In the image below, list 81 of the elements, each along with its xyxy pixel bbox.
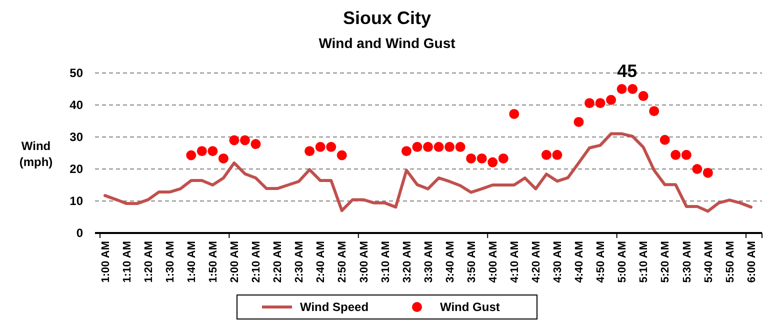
x-tick-label: 1:20 AM <box>142 241 155 283</box>
point <box>326 142 336 152</box>
x-tick-label: 4:10 AM <box>508 241 521 283</box>
x-tick-label: 3:20 AM <box>401 241 414 283</box>
y-tick-label: 20 <box>70 162 84 176</box>
point <box>240 135 250 146</box>
point <box>552 150 562 160</box>
point <box>660 134 670 145</box>
point <box>412 142 422 152</box>
point <box>208 146 218 156</box>
point <box>250 139 261 150</box>
y-tick-label: 50 <box>70 66 84 80</box>
x-tick-label: 1:00 AM <box>100 241 112 283</box>
point <box>444 142 455 152</box>
point <box>606 94 616 105</box>
point <box>574 116 584 127</box>
point <box>584 98 594 108</box>
point <box>304 146 315 156</box>
point <box>434 142 444 152</box>
x-tick-label: 4:40 AM <box>574 241 586 283</box>
point <box>455 142 466 152</box>
point <box>670 150 681 160</box>
x-tick-label: 1:10 AM <box>121 241 134 283</box>
x-tick-label: 4:30 AM <box>552 241 564 283</box>
x-tick-label: 3:30 AM <box>422 241 435 283</box>
x-tick-label: 1:50 AM <box>208 241 220 283</box>
point <box>336 150 347 160</box>
x-tick-label: 1:40 AM <box>186 241 198 283</box>
x-tick-label: 4:50 AM <box>595 241 608 283</box>
x-tick-label: 1:30 AM <box>164 241 176 283</box>
y-tick-label: 30 <box>70 130 84 144</box>
point <box>186 150 196 160</box>
point <box>466 153 476 164</box>
annotation: 45 <box>617 61 638 81</box>
y-tick-label: 10 <box>70 194 84 208</box>
x-tick-label: 5:30 AM <box>681 241 694 283</box>
x-tick-label: 2:50 AM <box>336 241 349 283</box>
y-tick-label: 40 <box>70 98 84 112</box>
x-tick-label: 2:20 AM <box>272 241 284 283</box>
x-tick-label: 3:50 AM <box>466 241 478 283</box>
point <box>401 146 412 156</box>
x-tick-label: 4:00 AM <box>487 241 500 283</box>
x-tick-label: 2:00 AM <box>229 241 242 283</box>
x-tick-label: 2:30 AM <box>294 241 306 283</box>
point <box>681 150 692 160</box>
point <box>498 153 508 164</box>
y-tick-label: 0 <box>76 226 84 240</box>
point <box>476 153 487 164</box>
x-tick-label: 6:00 AM <box>746 241 758 283</box>
x-tick-label: 2:40 AM <box>315 241 328 283</box>
x-tick-label: 5:40 AM <box>702 241 715 283</box>
y-axis-title: Wind (mph) <box>19 139 53 169</box>
x-tick-label: 4:20 AM <box>530 241 543 283</box>
x-tick-label: 5:00 AM <box>616 241 629 283</box>
x-tick-label: 5:20 AM <box>660 241 672 283</box>
point <box>649 106 660 116</box>
point <box>628 84 638 94</box>
point <box>423 142 433 152</box>
x-tick-label: 5:50 AM <box>724 241 736 283</box>
point <box>638 91 648 102</box>
legend-label: Wind Speed <box>300 300 369 314</box>
point <box>488 157 498 168</box>
point <box>196 146 207 156</box>
point <box>595 98 606 108</box>
point <box>509 108 520 119</box>
x-tick-label: 3:40 AM <box>444 241 456 283</box>
point <box>315 142 326 152</box>
point <box>229 135 240 146</box>
chart-title: Sioux City <box>342 8 432 28</box>
x-tick-label: 5:10 AM <box>638 241 650 283</box>
x-tick-label: 2:10 AM <box>250 241 263 283</box>
point <box>702 168 713 178</box>
x-tick-label: 3:10 AM <box>380 241 392 283</box>
x-tick-label: 3:00 AM <box>358 241 370 283</box>
chart-subtitle: Wind and Wind Gust <box>318 35 456 51</box>
point <box>218 153 228 164</box>
point <box>616 84 627 94</box>
line-series <box>104 132 752 213</box>
point <box>692 164 702 174</box>
point <box>541 150 552 160</box>
legend-label: Wind Gust <box>440 300 500 314</box>
